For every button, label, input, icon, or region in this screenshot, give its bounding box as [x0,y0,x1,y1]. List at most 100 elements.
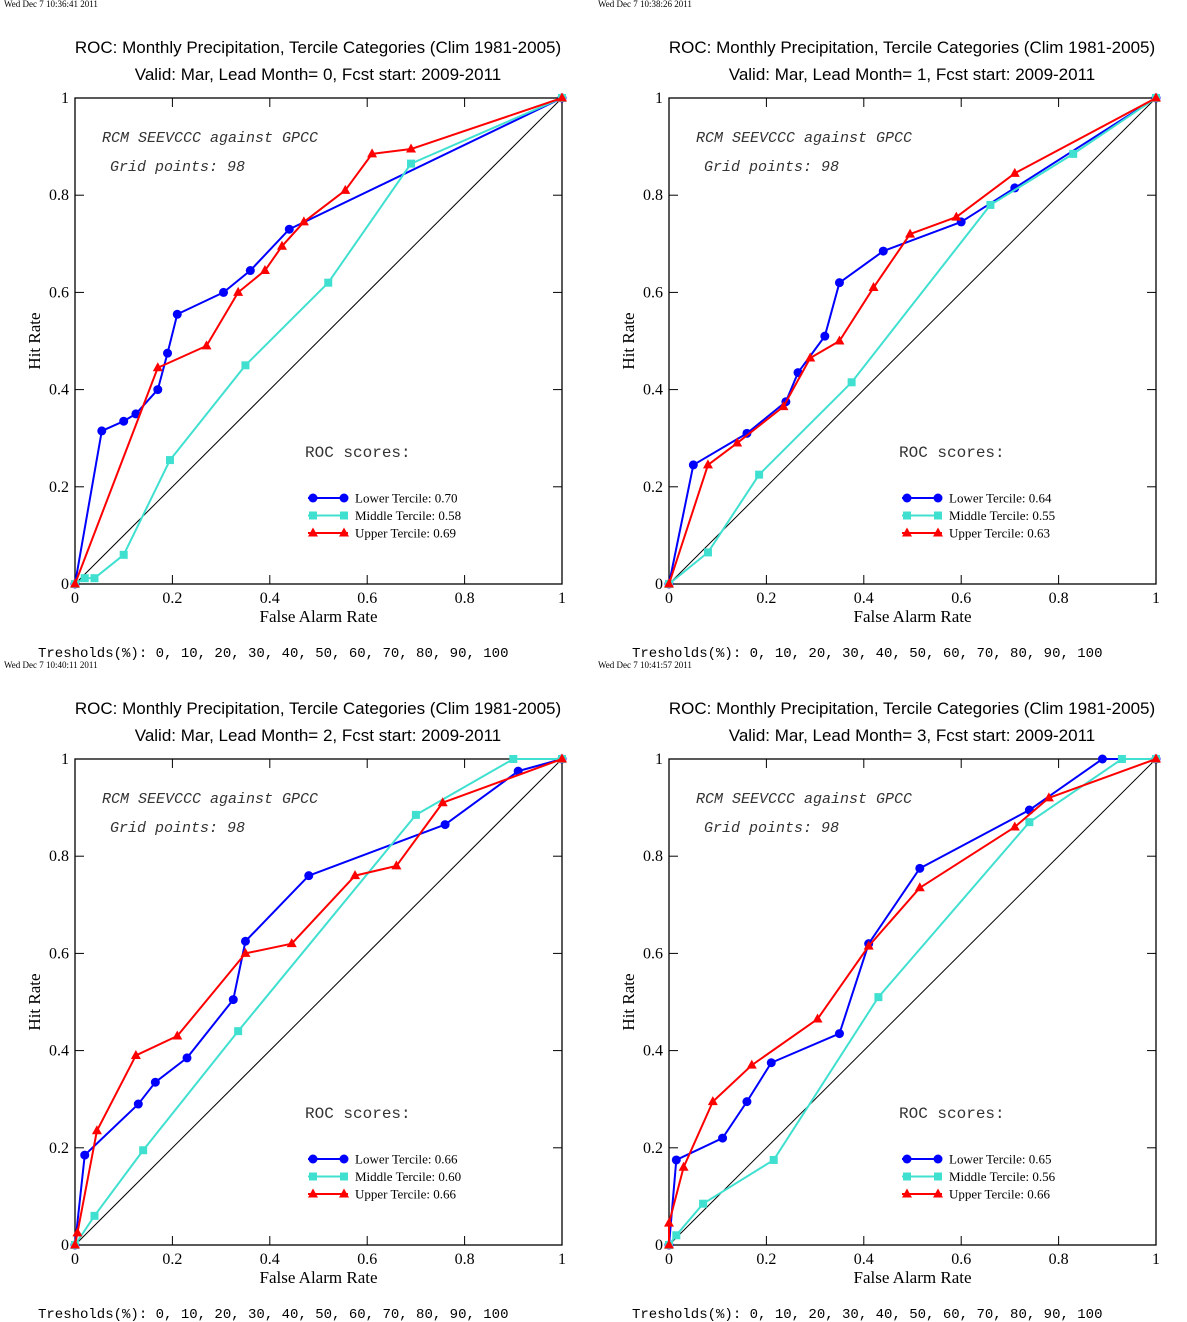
data-point [671,1155,681,1165]
data-point [437,797,448,807]
data-point [742,1097,752,1107]
legend-marker [903,1172,911,1181]
y-tick-label: 1 [61,751,69,768]
model-annotation: RCM SEEVCCC against GPCC [696,130,912,147]
y-tick-label: 0.2 [49,479,69,496]
y-tick-label: 0 [61,1237,69,1254]
legend-marker [903,511,911,520]
data-point [228,995,238,1005]
data-point [172,1030,183,1040]
legend-entry: Middle Tercile: 0.60 [355,1169,461,1184]
x-tick-label: 1 [1152,590,1160,607]
data-point [703,548,712,557]
y-tick-label: 0.6 [643,945,663,962]
thresholds-text: Tresholds(%): 0, 10, 20, 30, 40, 50, 60,… [632,1307,1102,1322]
thresholds-text: Tresholds(%): 0, 10, 20, 30, 40, 50, 60,… [632,646,1102,661]
data-point [234,1027,243,1036]
x-tick-label: 0.6 [357,1251,377,1268]
x-tick-label: 1 [558,590,566,607]
data-point [664,578,674,588]
y-tick-label: 1 [61,90,69,107]
x-tick-label: 0.2 [162,1251,182,1268]
data-point [72,1227,83,1237]
data-point [1151,92,1161,102]
data-point [90,574,99,583]
series-line-2 [668,758,1156,1246]
data-point [391,860,402,870]
data-point [732,437,743,447]
data-point [778,401,789,411]
legend-marker [934,1172,942,1181]
data-point [276,240,287,250]
data-point [755,470,764,479]
x-tick-label: 1 [1152,1251,1160,1268]
data-point [805,352,816,362]
data-point [1117,755,1126,763]
data-point [878,246,888,256]
data-point [70,1239,80,1249]
thresholds-text: Tresholds(%): 0, 10, 20, 30, 40, 50, 60,… [38,1307,508,1322]
y-tick-label: 0.6 [49,945,69,962]
plot-frame [74,97,563,585]
data-point [914,882,925,892]
data-point [130,1049,141,1059]
data-point [557,92,567,102]
model-annotation: RCM SEEVCCC against GPCC [102,130,318,147]
y-tick-label: 0.8 [643,848,663,865]
y-tick-label: 0 [655,1237,663,1254]
legend-marker [934,511,942,520]
chart-subtitle: Valid: Mar, Lead Month= 2, Fcst start: 2… [135,726,502,745]
data-point [406,143,417,153]
data-point [90,1211,99,1220]
data-point [1151,753,1161,763]
timestamp: Wed Dec 7 10:38:26 2011 [598,0,692,9]
data-point [863,940,874,950]
y-tick-label: 0.8 [643,187,663,204]
roc-panel-3: Wed Dec 7 10:40:11 2011 ROC: Monthly Prec… [0,660,594,1322]
chart-title: ROC: Monthly Precipitation, Tercile Cate… [669,38,1155,57]
data-point [672,1231,681,1240]
data-point [80,574,89,583]
data-point [1025,818,1034,827]
no-skill-diagonal [74,758,563,1246]
legend-marker [308,1188,318,1198]
data-point [1069,149,1078,158]
data-point [172,309,182,319]
legend-marker [933,527,943,537]
no-skill-diagonal [668,758,1157,1246]
grid-points-annotation: Grid points: 98 [110,820,245,837]
legend-marker [340,511,348,520]
data-point [440,820,450,830]
data-point [139,1146,148,1155]
x-tick-label: 0.8 [1049,1251,1069,1268]
x-tick-label: 0.8 [1049,590,1069,607]
legend-marker [340,1172,348,1181]
data-point [847,378,856,387]
data-point [219,287,229,297]
legend-entry: Middle Tercile: 0.56 [949,1169,1056,1184]
data-point [367,148,378,158]
x-axis-label: False Alarm Rate [853,607,971,626]
y-tick-label: 0.6 [643,284,663,301]
legend-marker [902,527,912,537]
chart-title: ROC: Monthly Precipitation, Tercile Cate… [75,38,561,57]
data-point [233,286,244,296]
legend-marker [933,1154,943,1164]
plot-frame [668,97,1157,585]
roc-panel-1: Wed Dec 7 10:36:41 2011 ROC: Monthly Prec… [0,0,594,661]
roc-chart-svg: ROC: Monthly Precipitation, Tercile Cate… [619,699,1161,1322]
roc-scores-label: ROC scores: [899,1105,1005,1123]
legend-entry: Lower Tercile: 0.66 [355,1152,458,1167]
x-tick-label: 0.4 [260,590,280,607]
y-axis-label: Hit Rate [25,973,44,1030]
x-tick-label: 1 [558,1251,566,1268]
legend-marker [309,511,317,520]
data-point [915,863,925,873]
data-point [707,1096,718,1106]
y-tick-label: 0.2 [643,1140,663,1157]
data-point [766,1058,776,1068]
legend-marker [308,1154,318,1164]
data-point [1009,167,1020,177]
legend-marker [308,493,318,503]
